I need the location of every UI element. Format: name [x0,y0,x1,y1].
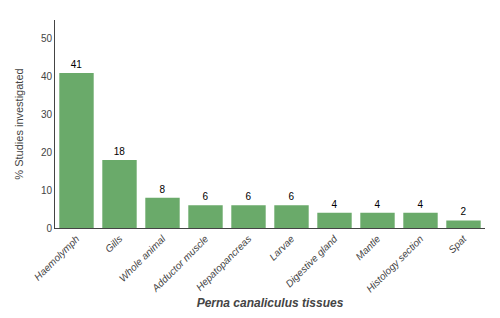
svg-text:0: 0 [46,223,52,234]
svg-text:4: 4 [375,199,381,210]
svg-text:6: 6 [246,191,252,202]
svg-text:41: 41 [71,59,83,70]
svg-text:30: 30 [41,109,53,120]
svg-text:8: 8 [160,184,166,195]
svg-text:Histology section: Histology section [364,233,426,295]
svg-text:Spat: Spat [446,232,469,255]
svg-text:18: 18 [114,146,126,157]
svg-text:Mantle: Mantle [353,233,382,262]
svg-text:50: 50 [41,33,53,44]
svg-text:2: 2 [461,206,467,217]
svg-text:Hepatopancreas: Hepatopancreas [194,233,254,293]
svg-text:6: 6 [289,191,295,202]
svg-text:Gills: Gills [103,233,125,255]
svg-text:4: 4 [332,199,338,210]
svg-text:Perna canaliculus tissues: Perna canaliculus tissues [197,296,344,310]
svg-text:Adductor muscle: Adductor muscle [149,233,210,294]
svg-text:Larvae: Larvae [267,233,297,263]
svg-text:10: 10 [41,185,53,196]
svg-text:40: 40 [41,71,53,82]
svg-text:Haemolymph: Haemolymph [32,233,82,283]
svg-text:6: 6 [203,191,209,202]
svg-text:Whole animal: Whole animal [117,233,168,284]
svg-text:Digestive gland: Digestive gland [283,233,339,289]
svg-text:4: 4 [418,199,424,210]
svg-text:20: 20 [41,147,53,158]
svg-text:% Studies investigated: % Studies investigated [13,68,25,179]
